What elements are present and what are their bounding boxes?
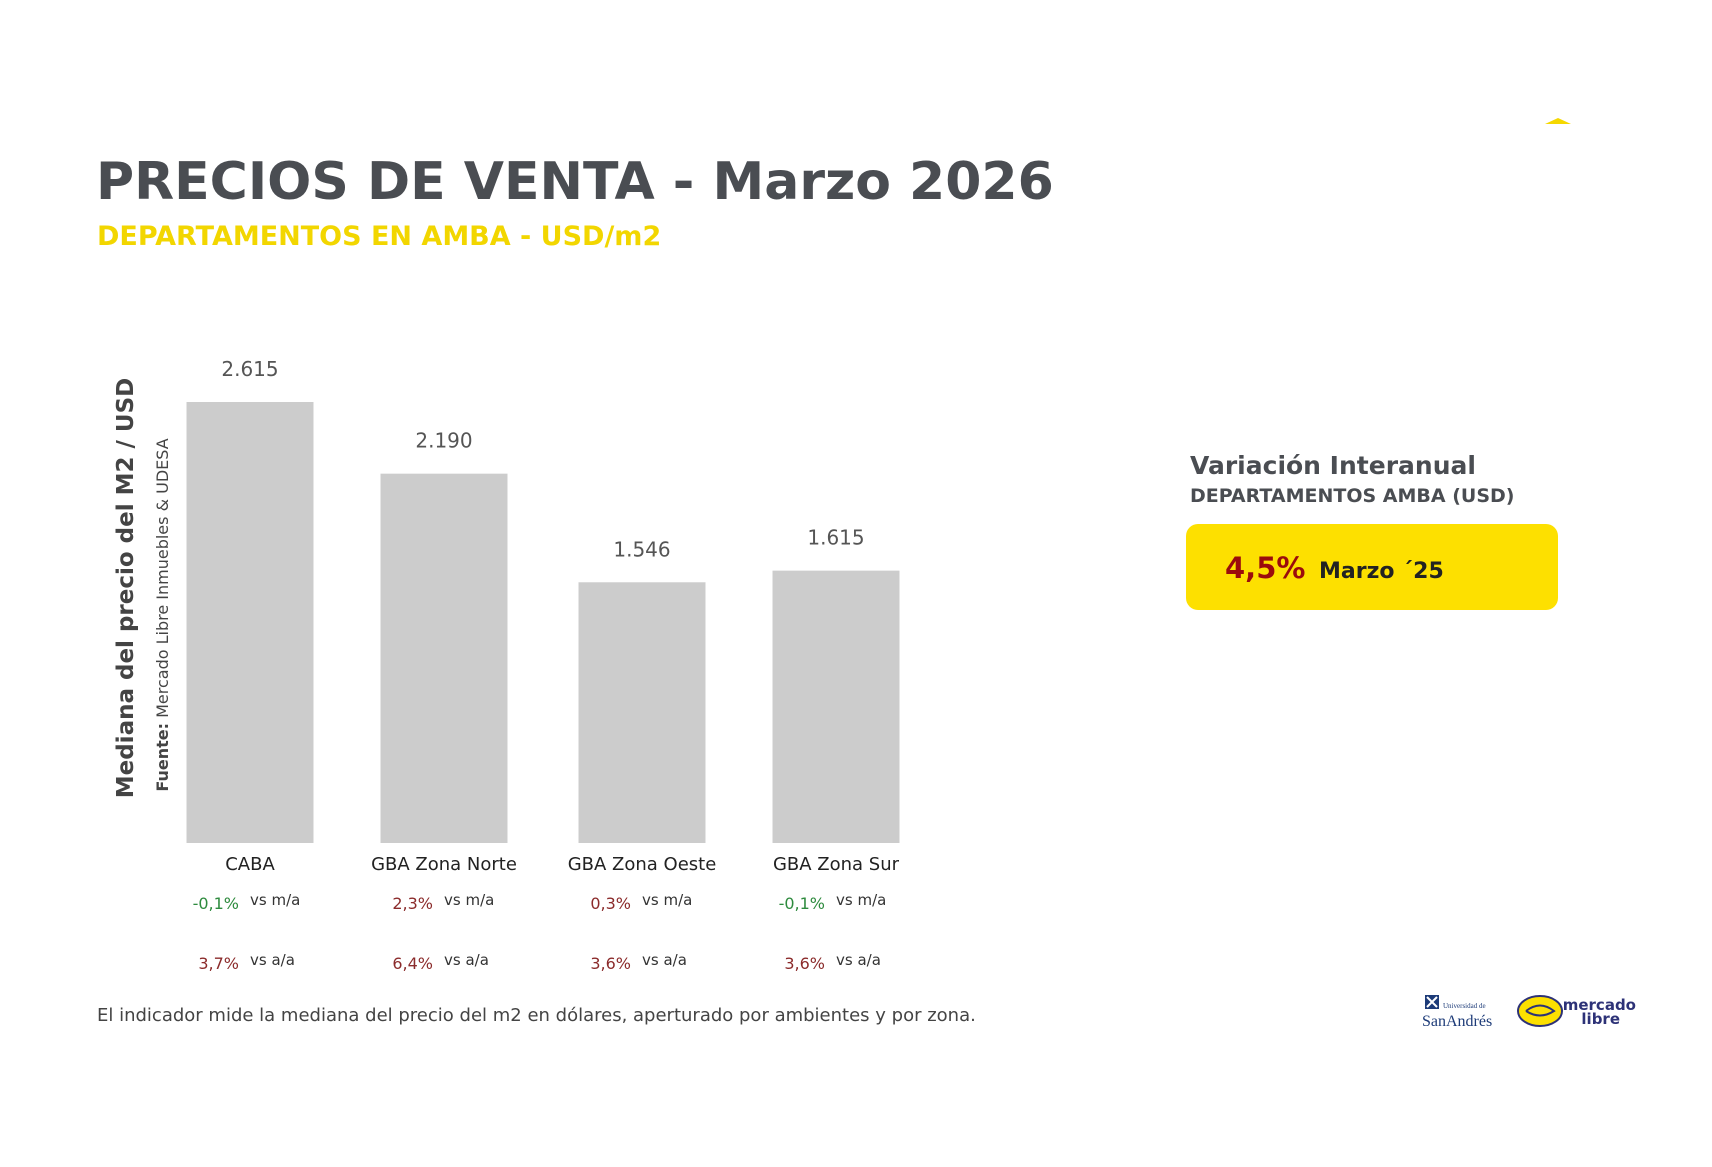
value-label: 2.615: [221, 357, 278, 381]
variation-label: vs m/a: [250, 891, 300, 909]
bar: [772, 570, 900, 843]
bar: [186, 402, 314, 843]
x-tick-label: GBA Zona Norte: [371, 854, 517, 875]
udesa-small: Universidad de: [1443, 1002, 1486, 1010]
variation-label: vs m/a: [836, 891, 886, 909]
variation-label: vs m/a: [444, 891, 494, 909]
box-title: Variación Interanual: [1190, 451, 1476, 480]
variation-label: vs m/a: [642, 891, 692, 909]
bar: [578, 582, 706, 843]
ml-text: mercado: [1563, 996, 1636, 1014]
udesa-cross: [1426, 996, 1438, 1008]
variation-label: vs a/a: [642, 951, 687, 969]
ml-text: libre: [1581, 1010, 1620, 1028]
value-label: 1.546: [613, 537, 670, 561]
variation-value: 0,3%: [590, 894, 631, 913]
x-tick-label: CABA: [225, 854, 275, 875]
source-text: Mercado Libre Inmuebles & UDESA: [153, 438, 172, 718]
box-subtitle: DEPARTAMENTOS AMBA (USD): [1190, 485, 1514, 507]
variation-label: vs a/a: [836, 951, 881, 969]
ml-handshake: [1517, 995, 1563, 1027]
bar-chart: 2.615 CABA -0,1% vs m/a 3,7% vs a/a 2.190 GBA Z…: [186, 357, 900, 973]
variation-value: -0,1%: [193, 894, 239, 913]
box-period: Marzo ´25: [1319, 559, 1444, 584]
value-label: 1.615: [807, 526, 864, 550]
variation-label: vs a/a: [250, 951, 295, 969]
variation-label: vs a/a: [444, 951, 489, 969]
box-value: 4,5%: [1225, 551, 1305, 585]
variation-value: 3,6%: [784, 954, 825, 973]
value-label: 2.190: [415, 429, 472, 453]
variation-value: 6,4%: [392, 954, 433, 973]
title: PRECIOS DE VENTA - Marzo 2026: [96, 152, 1054, 212]
source: Fuente: Mercado Libre Inmuebles & UDESA: [153, 438, 172, 791]
variation-value: 2,3%: [392, 894, 433, 913]
udesa-logo: Universidad de SanAndrés: [1422, 995, 1492, 1030]
bar: [380, 473, 508, 843]
variation-value: -0,1%: [779, 894, 825, 913]
x-tick-label: GBA Zona Sur: [773, 854, 900, 875]
y-axis-label: Mediana del precio del M2 / USD: [113, 378, 139, 799]
footnote: El indicador mide la mediana del precio …: [97, 1005, 976, 1026]
box: [1186, 524, 1558, 610]
ml-hands: [1525, 1004, 1556, 1017]
decoration: [1545, 118, 1571, 124]
x-tick-label: GBA Zona Oeste: [568, 854, 717, 875]
udesa-text: SanAndrés: [1422, 1013, 1492, 1030]
mercadolibre-logo: mercado libre: [1517, 995, 1636, 1028]
source-label: Fuente:: [153, 723, 172, 792]
variation-value: 3,7%: [198, 954, 239, 973]
variation-value: 3,6%: [590, 954, 631, 973]
subtitle: DEPARTAMENTOS EN AMBA - USD/m2: [97, 221, 661, 252]
